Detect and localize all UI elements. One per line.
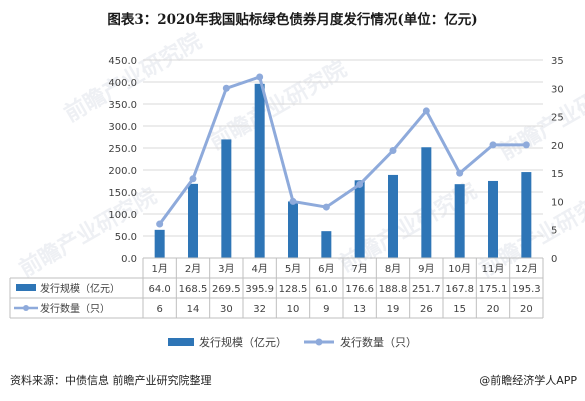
bar bbox=[354, 180, 365, 258]
y-right-tick-label: 35 bbox=[551, 56, 564, 67]
source-note: 资料来源：中债信息 前瞻产业研究院整理 bbox=[10, 374, 212, 387]
y-left-tick-label: 450.0 bbox=[108, 56, 137, 67]
data-label: 269.5 bbox=[212, 284, 241, 295]
data-label: 176.6 bbox=[345, 284, 374, 295]
x-tick-label: 7月 bbox=[351, 263, 367, 275]
legend-label: 发行规模（亿元） bbox=[199, 335, 287, 349]
line-point bbox=[289, 197, 297, 205]
table-row-label: 发行规模（亿元） bbox=[40, 282, 120, 295]
x-tick-label: 10月 bbox=[448, 263, 471, 275]
x-tick-label: 11月 bbox=[482, 263, 505, 275]
line-point bbox=[256, 73, 264, 81]
y-right-tick-label: 5 bbox=[551, 226, 557, 237]
bar bbox=[488, 180, 498, 258]
series-line bbox=[158, 75, 527, 225]
data-label: 19 bbox=[387, 304, 400, 315]
y-left-tick-label: 0.0 bbox=[121, 254, 137, 265]
line-point bbox=[189, 175, 197, 183]
line-point bbox=[389, 147, 397, 155]
data-label: 13 bbox=[353, 304, 366, 315]
y-right-tick-label: 0 bbox=[551, 254, 557, 265]
y-right-tick-label: 10 bbox=[551, 197, 564, 208]
y-left-tick-label: 400.0 bbox=[108, 78, 137, 89]
y-right-tick-label: 25 bbox=[551, 113, 564, 124]
data-label: 64.0 bbox=[149, 284, 171, 295]
data-label: 26 bbox=[420, 304, 433, 315]
y-right-tick-label: 15 bbox=[551, 169, 564, 180]
y-left-tick-label: 350.0 bbox=[108, 100, 137, 111]
x-tick-label: 5月 bbox=[285, 263, 301, 275]
data-label: 9 bbox=[323, 304, 329, 315]
line-point bbox=[422, 107, 430, 115]
data-label: 30 bbox=[220, 304, 233, 315]
y-left-tick-label: 250.0 bbox=[108, 144, 137, 155]
legend-key-bar bbox=[168, 338, 194, 346]
x-tick-label: 2月 bbox=[185, 263, 201, 275]
data-label: 395.9 bbox=[245, 284, 274, 295]
bar bbox=[254, 83, 265, 258]
bar bbox=[421, 147, 432, 258]
table-key-bar bbox=[16, 284, 36, 291]
y-left-tick-label: 300.0 bbox=[108, 122, 137, 133]
bar bbox=[221, 139, 232, 258]
data-label: 188.8 bbox=[379, 284, 408, 295]
data-label: 168.5 bbox=[179, 284, 208, 295]
x-tick-label: 4月 bbox=[251, 263, 267, 275]
bar bbox=[454, 184, 465, 258]
legend-key-point bbox=[315, 338, 323, 346]
data-label: 61.0 bbox=[315, 284, 337, 295]
y-left-tick-label: 100.0 bbox=[108, 210, 137, 221]
y-left-tick-label: 150.0 bbox=[108, 188, 137, 199]
data-label: 175.1 bbox=[479, 284, 508, 295]
chart-title: 图表3：2020年我国贴标绿色债券月度发行情况(单位：亿元) bbox=[107, 12, 478, 28]
table-row-label: 发行数量（只） bbox=[40, 302, 110, 315]
x-tick-label: 3月 bbox=[218, 263, 234, 275]
x-tick-label: 6月 bbox=[318, 263, 334, 275]
bar bbox=[154, 229, 165, 258]
data-label: 128.5 bbox=[279, 284, 308, 295]
legend-label: 发行数量（只） bbox=[340, 335, 417, 349]
line-point bbox=[522, 141, 530, 149]
line-point bbox=[222, 84, 230, 92]
credit-label: @前瞻经济学人APP bbox=[479, 374, 577, 387]
line-point bbox=[489, 141, 497, 149]
y-left-tick-label: 50.0 bbox=[115, 232, 137, 243]
bar bbox=[288, 201, 298, 258]
line-point bbox=[356, 180, 364, 188]
y-left-tick-label: 200.0 bbox=[108, 166, 137, 177]
data-label: 20 bbox=[520, 304, 533, 315]
bar bbox=[521, 172, 532, 258]
data-label: 20 bbox=[487, 304, 500, 315]
data-label: 195.3 bbox=[512, 284, 541, 295]
y-right-tick-label: 30 bbox=[551, 84, 564, 95]
bar bbox=[388, 174, 398, 258]
line-point bbox=[456, 169, 464, 177]
x-tick-label: 8月 bbox=[385, 263, 401, 275]
line-point bbox=[322, 203, 330, 211]
data-label: 6 bbox=[156, 304, 162, 315]
data-label: 15 bbox=[453, 304, 466, 315]
data-label: 251.7 bbox=[412, 284, 441, 295]
x-tick-label: 9月 bbox=[418, 263, 434, 275]
data-label: 32 bbox=[253, 304, 266, 315]
x-tick-label: 12月 bbox=[515, 263, 538, 275]
table-key-point bbox=[23, 305, 29, 311]
data-label: 167.8 bbox=[445, 284, 474, 295]
data-label: 10 bbox=[287, 304, 300, 315]
bar bbox=[188, 183, 198, 258]
x-tick-label: 1月 bbox=[151, 263, 167, 275]
bar bbox=[321, 231, 332, 258]
line-point bbox=[156, 220, 164, 228]
data-label: 14 bbox=[187, 304, 200, 315]
y-right-tick-label: 20 bbox=[551, 141, 564, 152]
